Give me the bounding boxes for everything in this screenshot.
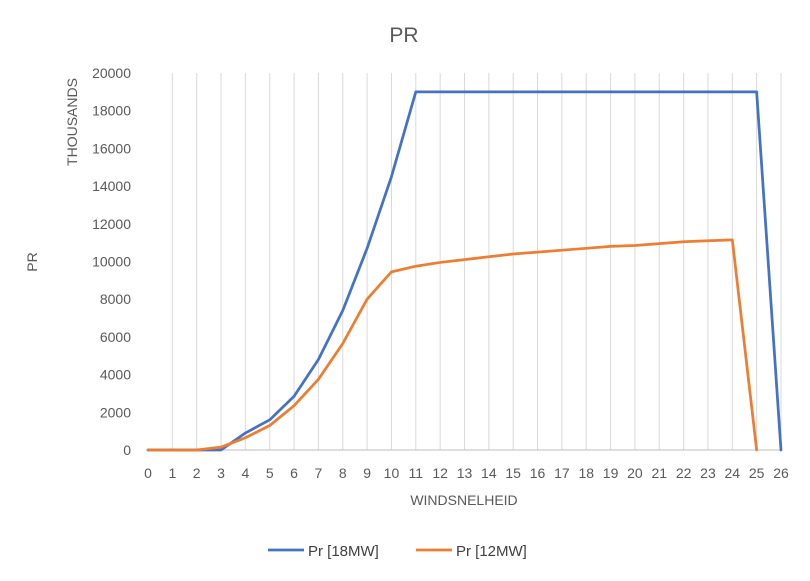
legend-label-2: Pr [12MW] (456, 543, 527, 560)
y-tick-label: 0 (123, 442, 131, 458)
series-lines (146, 90, 783, 452)
x-tick-label: 5 (266, 465, 274, 481)
x-tick-label: 0 (144, 465, 152, 481)
x-tick-label: 11 (409, 465, 424, 481)
y-tick-label: 14000 (92, 178, 131, 194)
x-tick-label: 7 (315, 465, 323, 481)
y-tick-label: 4000 (100, 367, 131, 383)
y-tick-label: 18000 (92, 103, 131, 119)
x-tick-label: 15 (505, 465, 521, 481)
x-tick-label: 13 (457, 465, 473, 481)
x-tick-label: 9 (363, 465, 371, 481)
x-tick-label: 2 (193, 465, 201, 481)
x-tick-label: 24 (725, 465, 741, 481)
y-units-label: THOUSANDS (64, 78, 80, 166)
x-tick-label: 17 (554, 465, 570, 481)
x-tick-label: 8 (339, 465, 347, 481)
x-tick-label: 16 (530, 465, 546, 481)
legend: Pr [18MW] Pr [12MW] (268, 543, 527, 560)
y-tick-label: 16000 (92, 140, 131, 156)
x-tick-label: 3 (217, 465, 225, 481)
y-axis-title: PR (24, 252, 40, 271)
y-tick-label: 10000 (92, 254, 131, 270)
x-tick-label: 25 (749, 465, 765, 481)
x-tick-label: 21 (651, 465, 667, 481)
x-tick-label: 10 (384, 465, 400, 481)
legend-label-1: Pr [18MW] (308, 543, 379, 560)
x-tick-label: 23 (700, 465, 716, 481)
x-tick-label: 20 (627, 465, 643, 481)
x-tick-label: 4 (241, 465, 249, 481)
x-tick-label: 18 (578, 465, 594, 481)
x-tick-label: 19 (603, 465, 619, 481)
y-tick-label: 20000 (92, 65, 131, 81)
x-tick-label: 14 (481, 465, 497, 481)
x-tick-label: 12 (432, 465, 448, 481)
x-axis-title: WINDSNELHEID (410, 492, 517, 508)
y-axis: 0 2000 4000 6000 8000 10000 12000 14000 16000 180… (92, 65, 131, 458)
y-tick-label: 8000 (100, 291, 131, 307)
series-line-2 (146, 238, 759, 452)
chart-title: PR (389, 24, 418, 47)
x-axis: 0 1 2 3 4 5 6 7 8 9 10 11 12 13 14 15 16 17 18 19 20 21 22 23 24… (144, 449, 789, 481)
x-tick-label: 22 (676, 465, 692, 481)
x-tick-label: 1 (168, 465, 176, 481)
y-tick-label: 6000 (100, 329, 131, 345)
x-tick-label: 6 (290, 465, 298, 481)
x-tick-label: 26 (773, 465, 789, 481)
y-tick-label: 12000 (92, 216, 131, 232)
y-tick-label: 2000 (100, 404, 131, 420)
gridlines (171, 73, 782, 450)
series-line-1 (146, 90, 783, 452)
